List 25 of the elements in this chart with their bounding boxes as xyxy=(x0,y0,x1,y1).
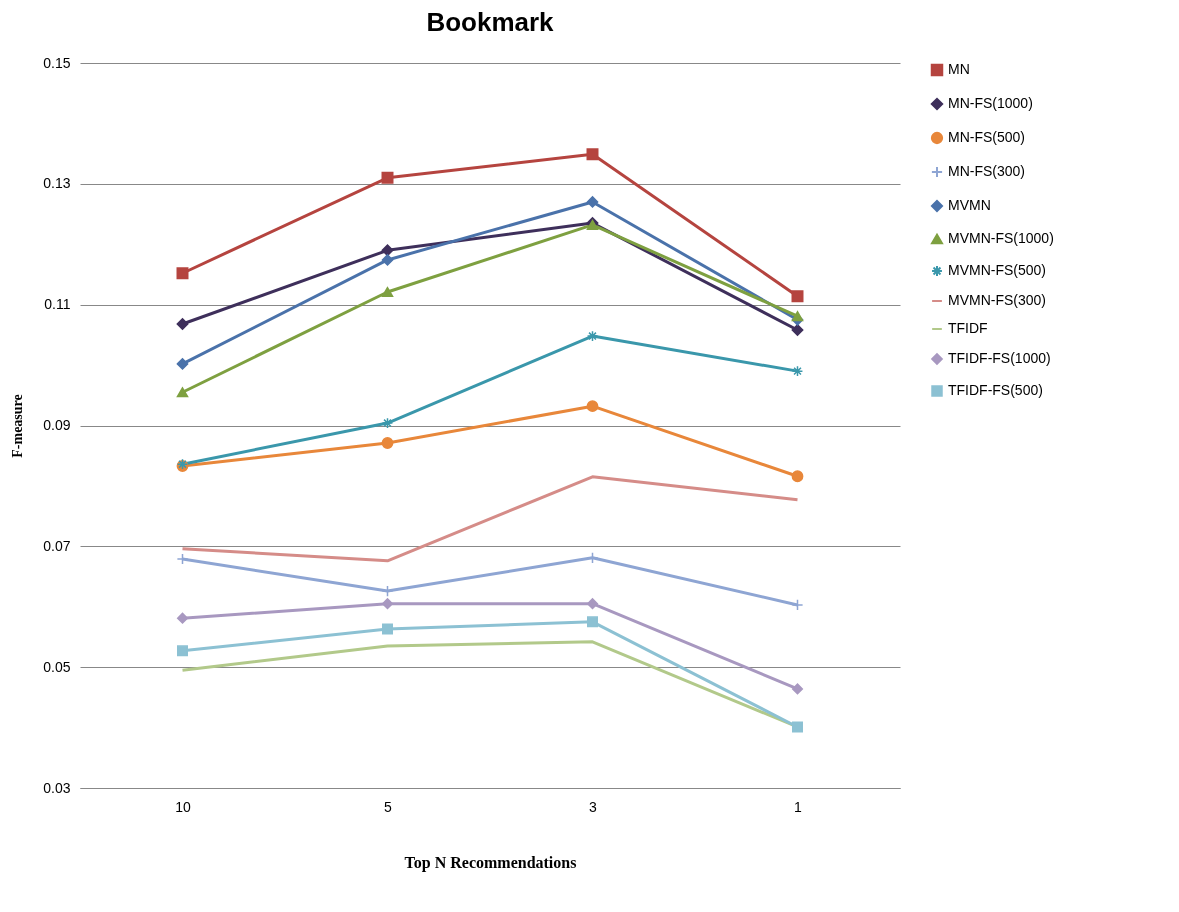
x-tick-label: 3 xyxy=(589,798,598,815)
legend-label: MVMN-FS(500) xyxy=(948,262,1047,278)
chart-title: Bookmark xyxy=(426,7,555,37)
y-axis-title: F-measure xyxy=(10,394,26,458)
y-tick-label: 0.09 xyxy=(43,417,71,433)
y-tick-label: 0.03 xyxy=(43,779,71,796)
x-tick-label: 5 xyxy=(384,798,393,815)
legend-label: MVMN xyxy=(948,197,991,213)
x-tick-label: 1 xyxy=(794,798,803,815)
legend-label: TFIDF xyxy=(948,320,988,336)
y-tick-label: 0.13 xyxy=(43,175,71,192)
x-axis-title: Top N Recommendations xyxy=(404,853,577,872)
y-tick-label: 0.11 xyxy=(44,296,71,313)
legend-label: MVMN-FS(1000) xyxy=(948,230,1054,246)
legend-label: MVMN-FS(300) xyxy=(948,292,1047,308)
y-tick-label: 0.05 xyxy=(43,658,71,675)
y-tick-label: 0.15 xyxy=(43,54,71,71)
legend-label: MN-FS(1000) xyxy=(948,95,1033,111)
y-tick-label: 0.07 xyxy=(43,537,71,554)
legend-label: MN xyxy=(948,61,970,77)
legend-label: TFIDF-FS(1000) xyxy=(948,350,1051,366)
legend-label: MN-FS(500) xyxy=(948,129,1026,145)
legend-label: MN-FS(300) xyxy=(948,163,1026,179)
legend-label: TFIDF-FS(500) xyxy=(948,382,1043,398)
x-tick-label: 10 xyxy=(175,798,191,815)
